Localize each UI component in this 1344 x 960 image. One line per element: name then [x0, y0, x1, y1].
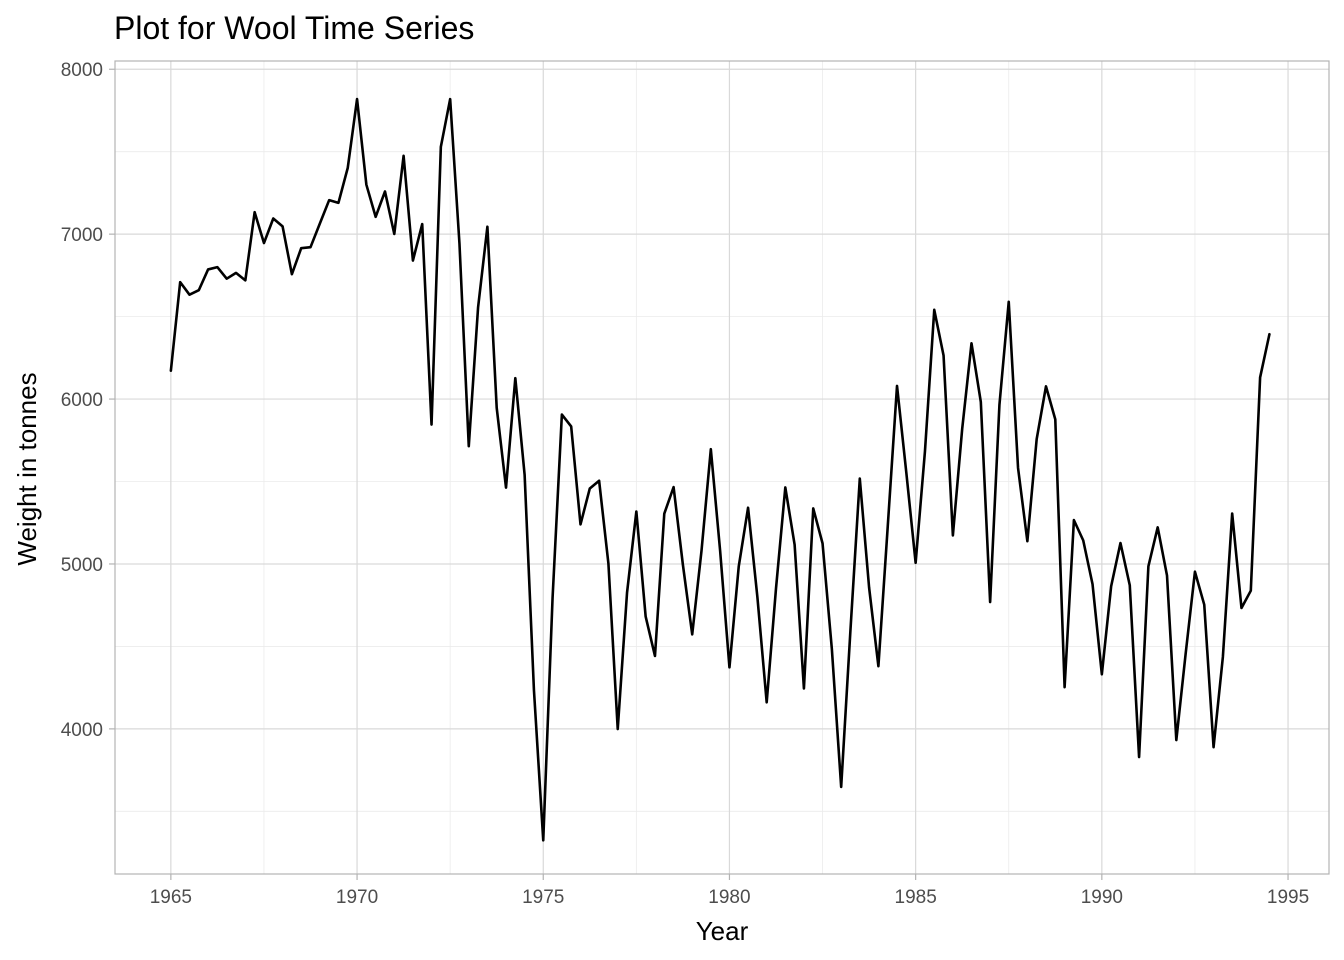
x-axis-title: Year	[696, 916, 749, 946]
grid	[115, 61, 1329, 874]
x-tick-label: 1995	[1267, 887, 1309, 908]
y-tick-label: 7000	[61, 225, 103, 246]
x-tick-label: 1985	[895, 887, 937, 908]
y-axis-title: Weight in tonnes	[12, 372, 42, 565]
y-tick-label: 5000	[61, 555, 103, 576]
x-tick-label: 1975	[522, 887, 564, 908]
y-tick-label: 6000	[61, 390, 103, 411]
wool-series-line	[169, 97, 1271, 842]
x-tick-label: 1980	[708, 887, 750, 908]
plot-panel-border	[114, 60, 1330, 875]
series-layer	[169, 97, 1271, 842]
x-tick-label: 1990	[1081, 887, 1123, 908]
chart-title: Plot for Wool Time Series	[114, 10, 474, 46]
y-tick-label: 4000	[61, 720, 103, 741]
y-tick-label: 8000	[61, 60, 103, 81]
x-tick-label: 1970	[336, 887, 378, 908]
x-tick-label: 1965	[150, 887, 192, 908]
axis-ticks: 1965 1970 1975 1980 1985 1990 1995 4000 5000 6000…	[61, 60, 1309, 908]
